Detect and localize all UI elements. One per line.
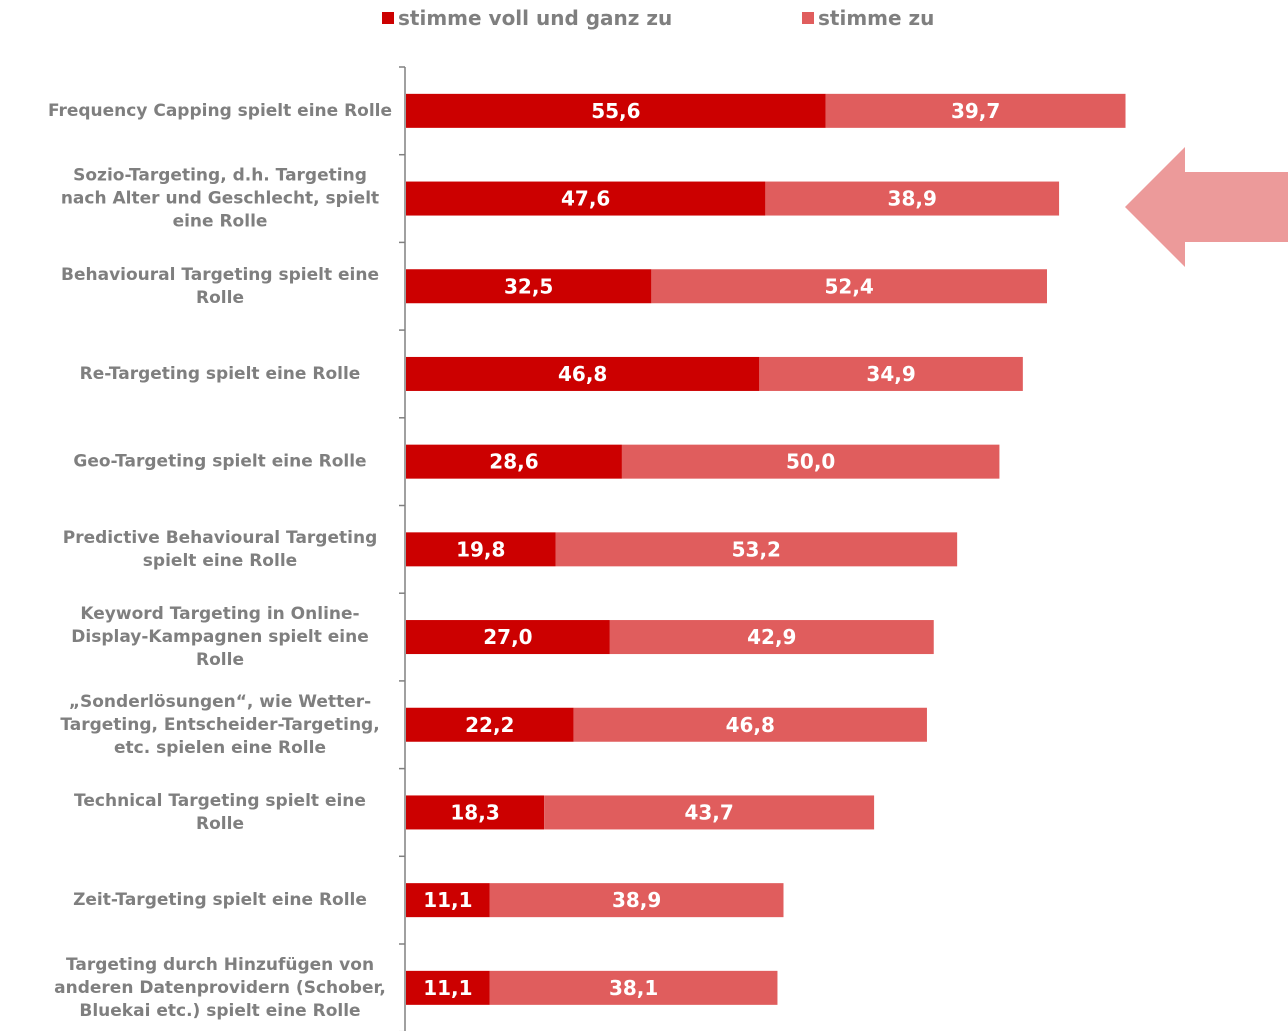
category-label: Predictive Behavioural Targeting spielt e… [63, 528, 377, 571]
data-label: 43,7 [684, 800, 733, 824]
legend-label-strongly-agree: stimme voll und ganz zu [398, 6, 673, 30]
bar-stimme-voll-und-ganz-zu [406, 707, 574, 742]
data-label: 47,6 [561, 187, 610, 211]
data-label: 22,2 [465, 713, 514, 737]
bar-stimme-voll-und-ganz-zu [406, 970, 490, 1005]
bar-stimme-zu [555, 532, 958, 567]
bar-stimme-zu [765, 181, 1060, 216]
bar-stimme-zu [544, 795, 875, 830]
category-label: Frequency Capping spielt eine Rolle [48, 101, 392, 121]
legend-item-agree: stimme zu [802, 6, 934, 30]
category-label: Zeit-Targeting spielt eine Rolle [73, 890, 367, 910]
bar-stimme-zu [609, 620, 934, 655]
chart-legend: stimme voll und ganz zu stimme zu [0, 6, 1288, 34]
bar-stimme-zu [621, 444, 1000, 479]
data-label: 38,9 [888, 187, 937, 211]
data-label: 38,9 [612, 888, 661, 912]
bars: 55,6 39,7 47,6 38,9 32,5 52,4 46,8 34,9 28,6 50,0… [406, 93, 1126, 1005]
data-label: 52,4 [825, 274, 874, 298]
legend-swatch-strongly-agree [382, 12, 394, 24]
bar-stimme-voll-und-ganz-zu [406, 269, 652, 304]
data-label: 28,6 [489, 450, 538, 474]
category-label: Re-Targeting spielt eine Rolle [80, 364, 361, 384]
bar-stimme-voll-und-ganz-zu [406, 93, 826, 128]
bar-stimme-voll-und-ganz-zu [406, 883, 490, 918]
category-labels: Frequency Capping spielt eine Rolle Sozio… [48, 101, 392, 1021]
category-label: Keyword Targeting in Online-Display-Kamp… [71, 604, 368, 670]
bar-stimme-voll-und-ganz-zu [406, 356, 760, 391]
legend-swatch-agree [802, 12, 814, 24]
data-label: 39,7 [951, 99, 1000, 123]
data-label: 27,0 [483, 625, 532, 649]
data-label: 46,8 [726, 713, 775, 737]
data-label: 53,2 [732, 537, 781, 561]
bar-stimme-zu [759, 356, 1023, 391]
bar-stimme-zu [573, 707, 927, 742]
data-label: 18,3 [450, 800, 499, 824]
bar-stimme-voll-und-ganz-zu [406, 620, 610, 655]
data-label: 11,1 [423, 976, 472, 1000]
legend-label-agree: stimme zu [818, 6, 935, 30]
category-label: Behavioural Targeting spielt eine Rolle [61, 265, 379, 308]
bar-stimme-voll-und-ganz-zu [406, 795, 545, 830]
data-label: 32,5 [504, 274, 553, 298]
category-label: Geo-Targeting spielt eine Rolle [73, 452, 366, 472]
bar-stimme-zu [489, 883, 784, 918]
bar-stimme-voll-und-ganz-zu [406, 444, 622, 479]
category-label: Technical Targeting spielt eine Rolle [74, 791, 366, 834]
data-label: 42,9 [747, 625, 796, 649]
bar-stimme-zu [651, 269, 1047, 304]
category-label: Sozio-Targeting, d.h. Targeting nach Alte… [61, 166, 379, 232]
category-label: „Sonderlösungen“, wie Wetter-Targeting, … [60, 692, 379, 758]
bar-stimme-zu [825, 93, 1126, 128]
data-label: 34,9 [866, 362, 915, 386]
bar-stimme-voll-und-ganz-zu [406, 532, 556, 567]
data-label: 19,8 [456, 537, 505, 561]
category-label: Targeting durch Hinzufügen von anderen Da… [54, 955, 386, 1021]
bar-stimme-zu [489, 970, 778, 1005]
bar-stimme-voll-und-ganz-zu [406, 181, 766, 216]
legend-item-strongly-agree: stimme voll und ganz zu [382, 6, 672, 30]
data-label: 55,6 [591, 99, 640, 123]
data-label: 50,0 [786, 450, 835, 474]
y-axis [399, 66, 406, 1031]
data-label: 38,1 [609, 976, 658, 1000]
data-label: 46,8 [558, 362, 607, 386]
left-arrow-icon [1125, 147, 1288, 267]
data-label: 11,1 [423, 888, 472, 912]
